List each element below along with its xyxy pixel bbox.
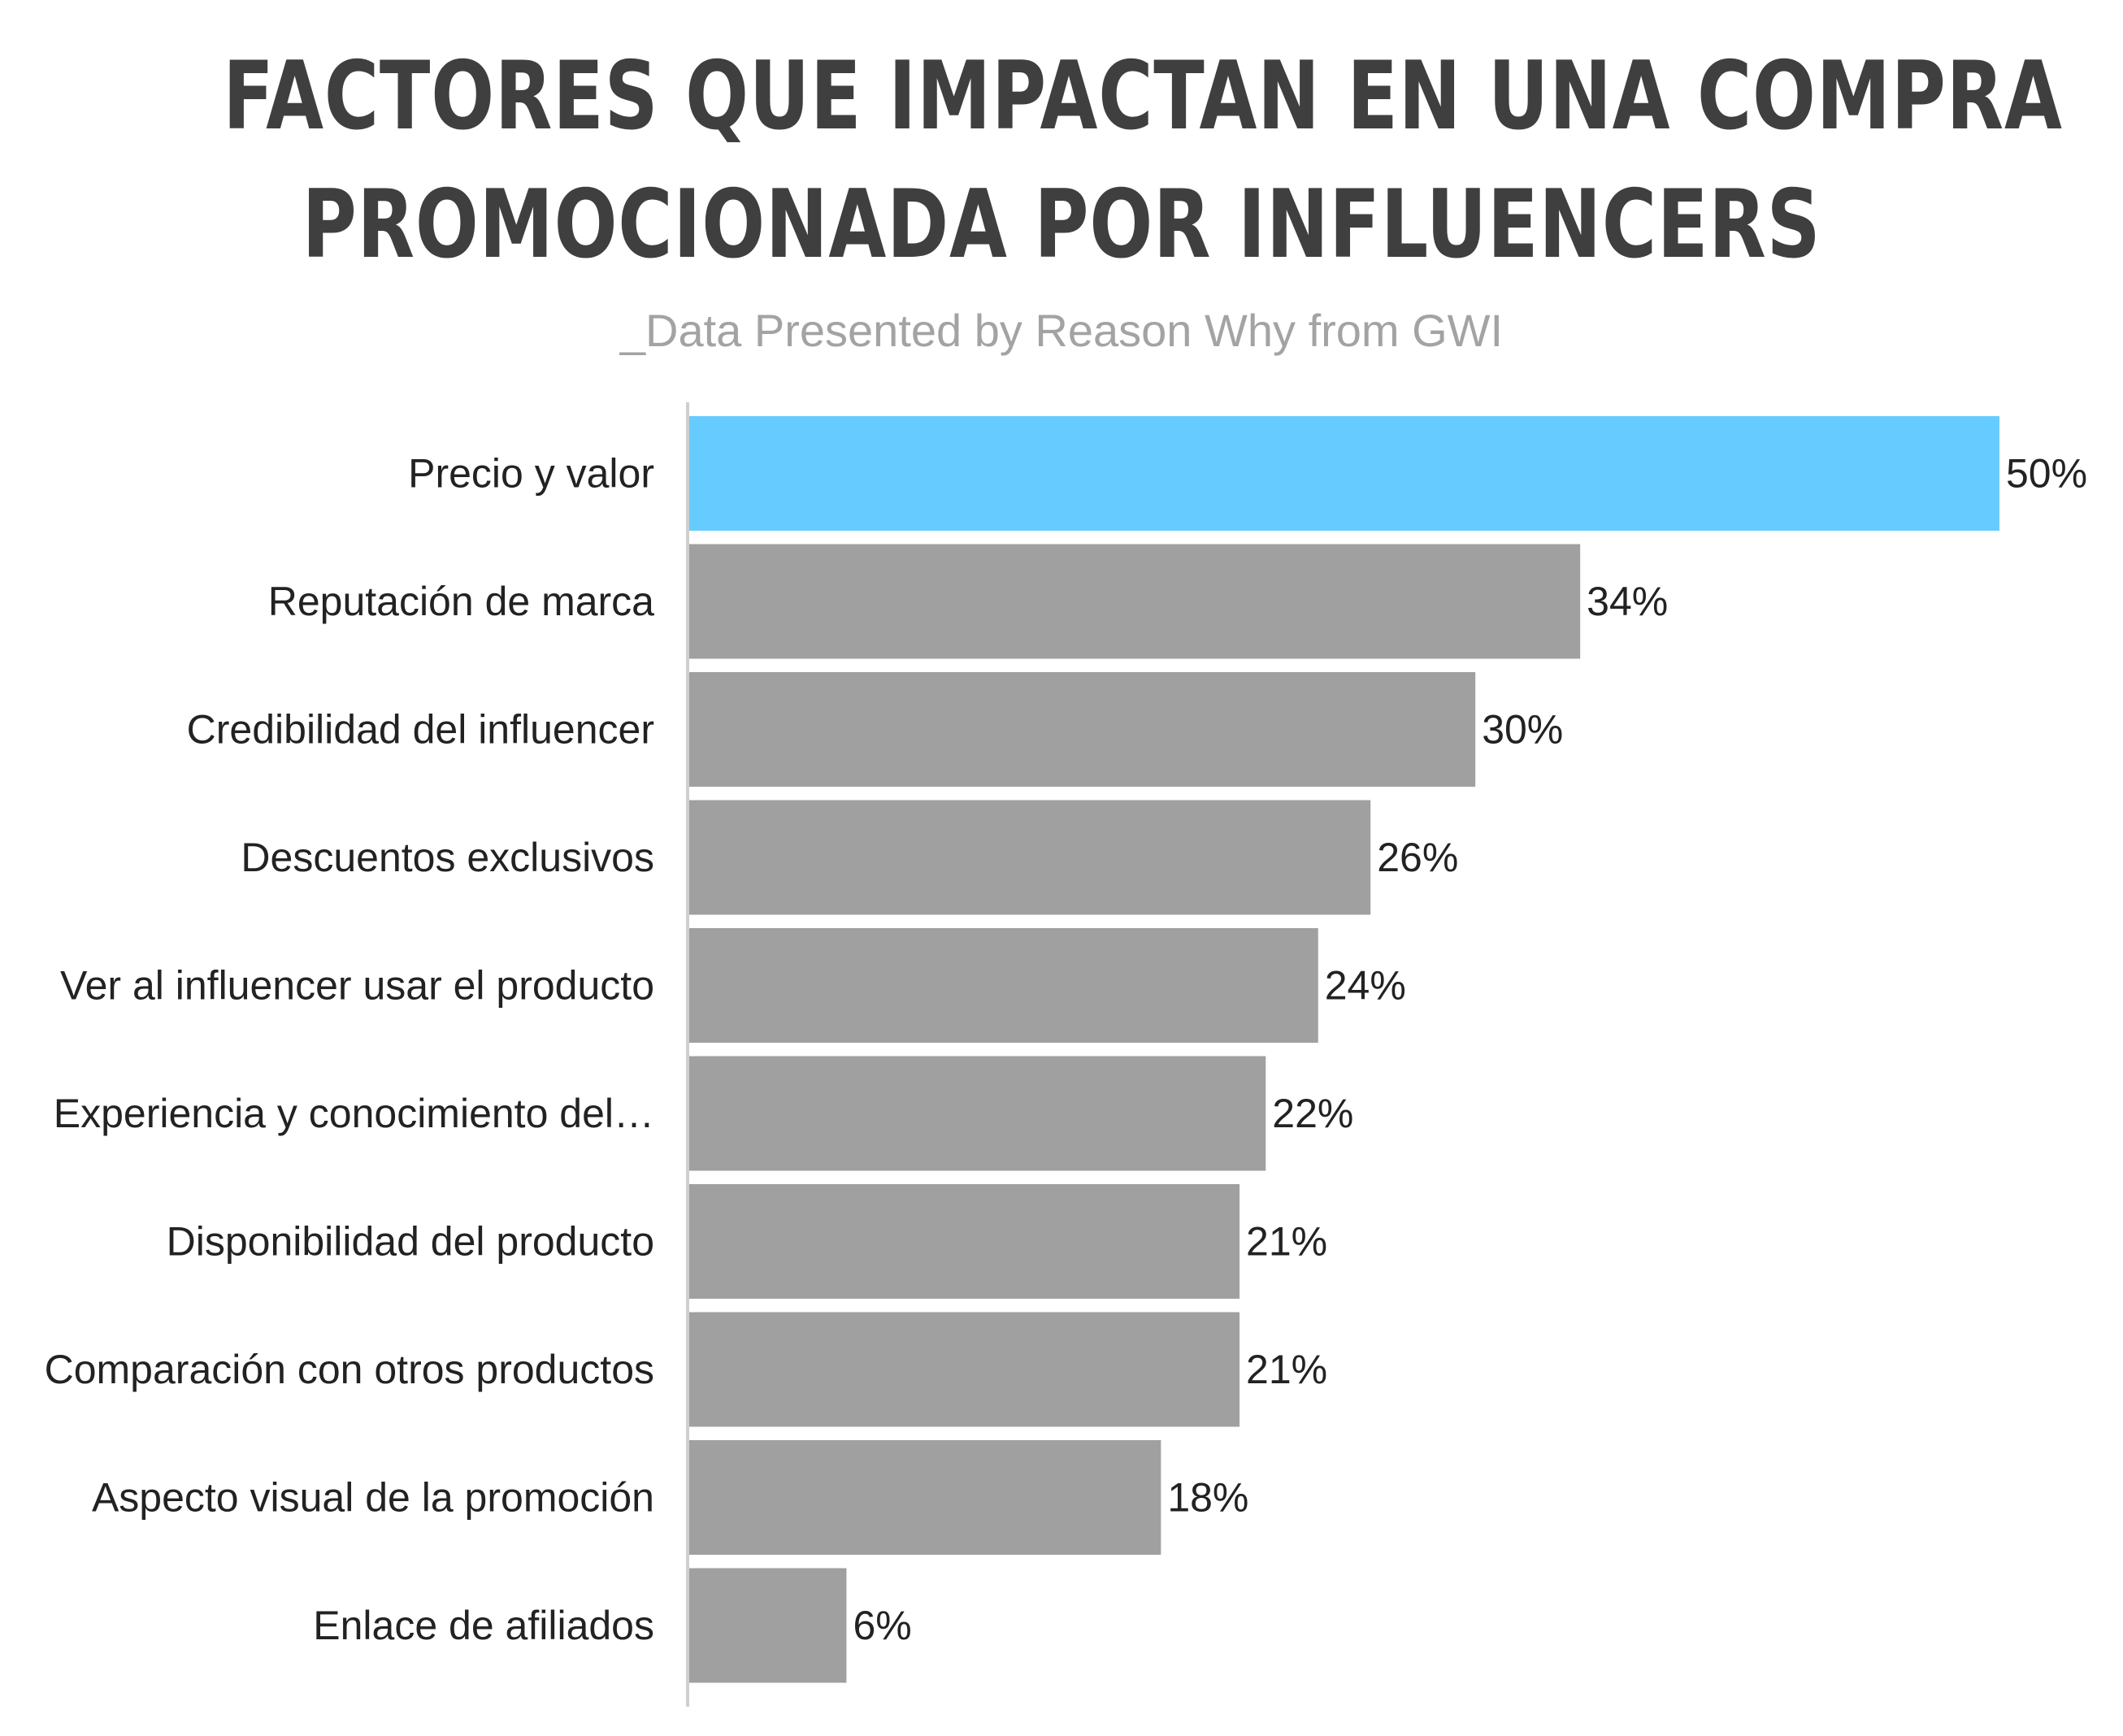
value-label: 50% (2006, 451, 2087, 497)
value-label: 22% (1272, 1091, 1353, 1136)
chart-title-line-1: FACTORES QUE IMPACTAN EN UNA COMPRA (223, 41, 2063, 151)
value-label: 6% (853, 1603, 911, 1648)
value-label: 34% (1587, 579, 1668, 624)
bar (689, 800, 1371, 915)
value-label: 26% (1377, 835, 1458, 880)
bar (689, 1056, 1266, 1171)
bar (689, 1184, 1240, 1299)
category-label: Precio y valor (408, 451, 654, 497)
category-label: Experiencia y conocimiento del… (54, 1091, 654, 1136)
chart-title: FACTORES QUE IMPACTAN EN UNA COMPRA PROM… (223, 33, 2063, 289)
value-label: 21% (1246, 1219, 1327, 1265)
category-label: Disponibilidad del producto (167, 1219, 654, 1265)
value-label: 18% (1167, 1475, 1248, 1521)
value-label: 21% (1246, 1347, 1327, 1392)
category-label: Comparación con otros productos (45, 1347, 654, 1392)
bar (689, 416, 1999, 531)
value-label: 24% (1325, 963, 1406, 1009)
bar (689, 672, 1476, 787)
bar (689, 1312, 1240, 1427)
chart-title-line-2: PROMOCIONADA POR INFLUENCERS (302, 170, 1821, 280)
category-label: Enlace de afiliados (313, 1603, 654, 1648)
bar (689, 928, 1318, 1043)
value-label: 30% (1482, 707, 1563, 753)
category-label: Aspecto visual de la promoción (92, 1475, 654, 1521)
chart-subtitle: _Data Presented by Reason Why from GWI (619, 305, 1504, 356)
bar (689, 1568, 847, 1683)
category-label: Credibilidad del influencer (187, 707, 654, 753)
bar (689, 1440, 1161, 1555)
bar (689, 544, 1581, 659)
category-label: Ver al influencer usar el producto (60, 963, 654, 1009)
category-label: Descuentos exclusivos (241, 835, 654, 880)
category-label: Reputación de marca (268, 579, 654, 624)
